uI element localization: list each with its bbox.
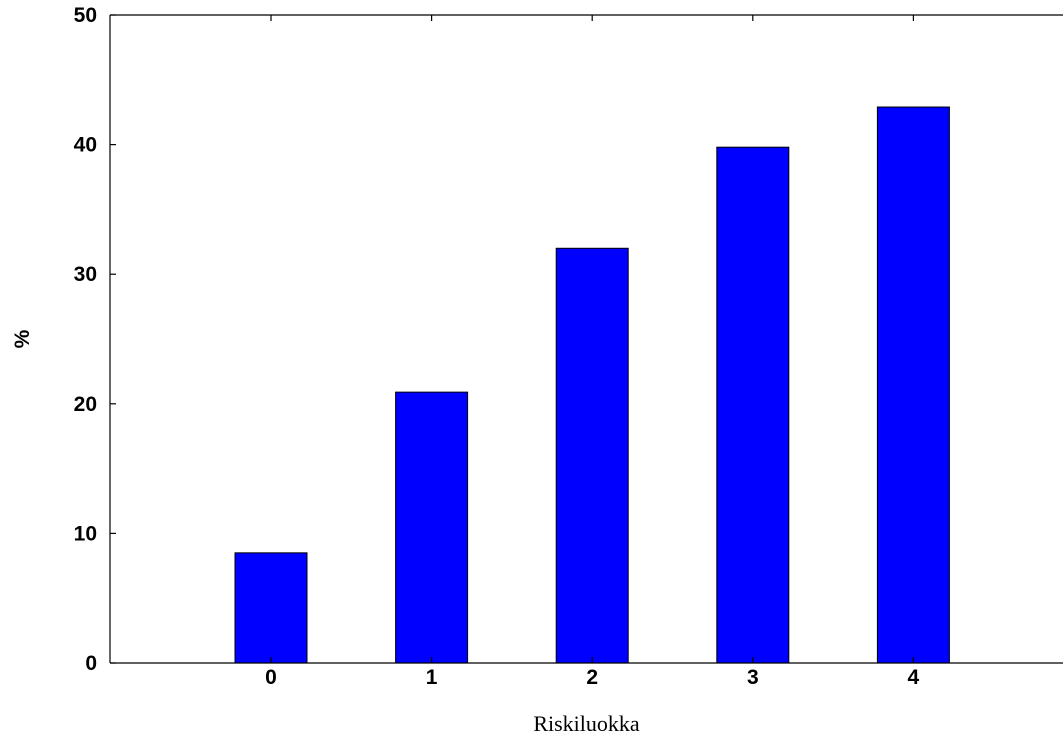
bar-1 bbox=[395, 391, 469, 664]
bar-0 bbox=[234, 552, 308, 664]
y-axis-title: % bbox=[11, 329, 34, 348]
y-tick-label: 50 bbox=[74, 4, 97, 27]
x-axis-title: Riskiluokka bbox=[533, 711, 640, 736]
bar-4 bbox=[876, 106, 950, 664]
x-tick-label: 3 bbox=[747, 666, 759, 689]
y-tick-label: 30 bbox=[74, 263, 97, 286]
bar-2 bbox=[555, 247, 629, 664]
x-tick-label: 4 bbox=[908, 666, 920, 689]
axes-layer bbox=[109, 14, 1063, 664]
y-tick-label: 0 bbox=[85, 652, 97, 675]
bars-layer bbox=[234, 106, 950, 664]
x-tick-label: 2 bbox=[586, 666, 598, 689]
x-tick-label: 1 bbox=[426, 666, 438, 689]
y-tick-label: 40 bbox=[74, 134, 97, 157]
y-tick-label: 20 bbox=[74, 393, 97, 416]
bar-3 bbox=[716, 146, 790, 664]
y-tick-label: 10 bbox=[74, 522, 97, 545]
x-tick-label: 0 bbox=[265, 666, 277, 689]
labels-layer: % Riskiluokka 0 10 20 30 40 50 0 1 2 3 4 bbox=[11, 4, 920, 736]
